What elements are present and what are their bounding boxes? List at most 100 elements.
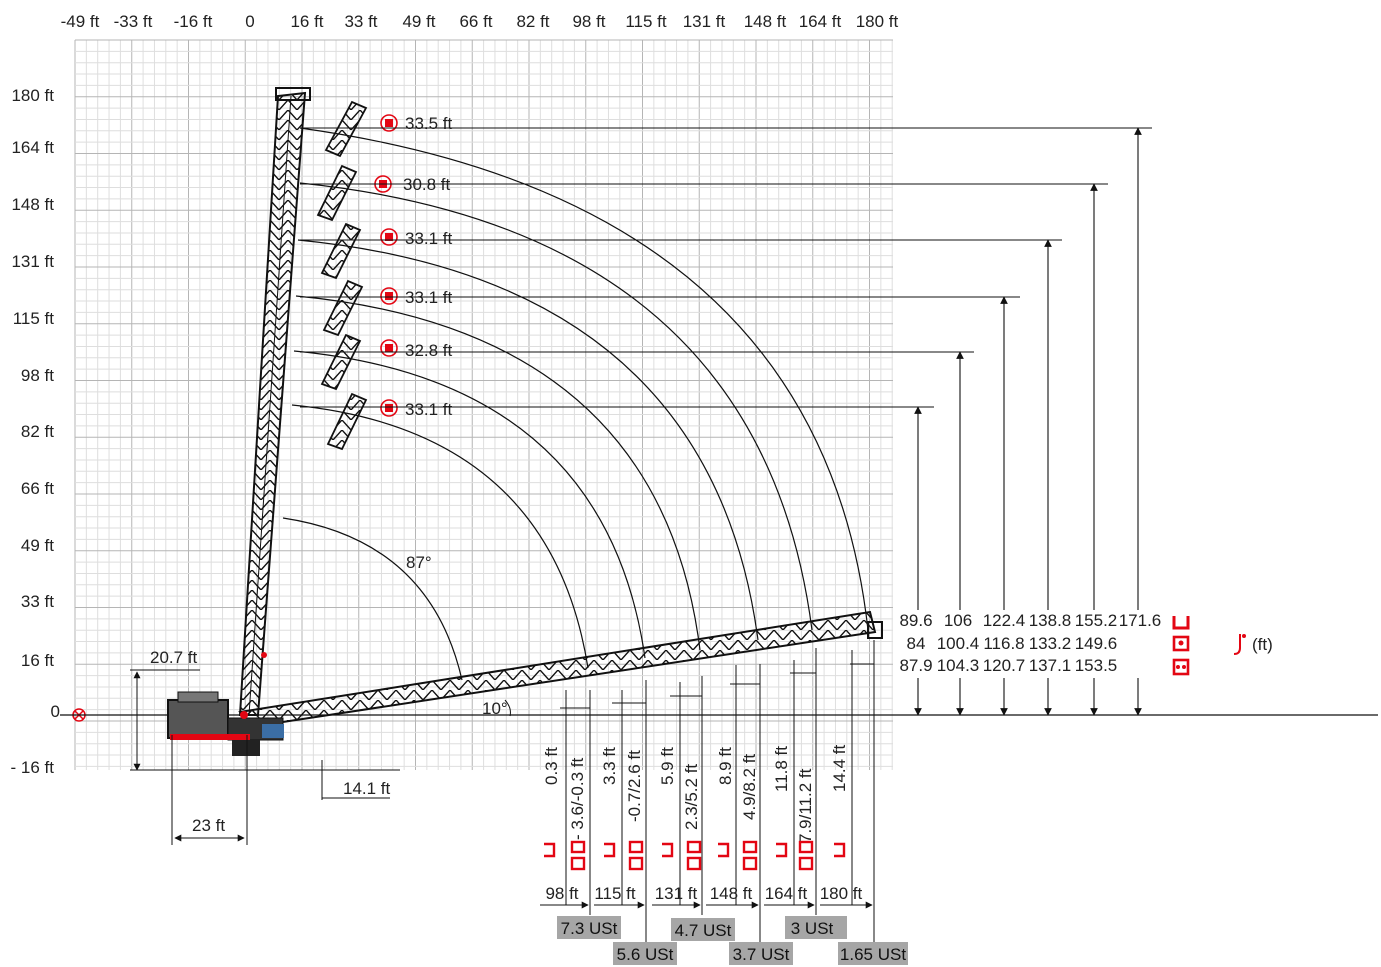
tail-radius-label: 23 ft <box>192 816 225 835</box>
svg-text:32.8 ft: 32.8 ft <box>405 341 453 360</box>
luffing-jib-icon <box>380 228 398 246</box>
hook-height-value: 122.4 <box>983 611 1026 630</box>
front-offset-label: 14.1 ft <box>343 779 391 798</box>
x-tick-label: 115 ft <box>625 12 667 31</box>
hook-height-value: 89.6 <box>899 611 932 630</box>
hook-type-3-icon <box>570 856 586 871</box>
x-tick-label: 16 ft <box>290 12 323 31</box>
y-tick-label: 180 ft <box>11 86 54 105</box>
load-badge: 7.3 USt <box>557 916 621 939</box>
arc-4 <box>295 295 701 651</box>
y-tick-label: - 16 ft <box>11 758 55 777</box>
luffing-angle: 87° <box>406 553 432 572</box>
height-arrows <box>914 127 1142 716</box>
x-tick-label: 131 ft <box>683 12 726 31</box>
y-tick-label: 98 ft <box>21 366 54 385</box>
svg-text:33.1 ft: 33.1 ft <box>405 400 453 419</box>
hook-type-1-icon <box>776 842 788 858</box>
hook-type-2-icon <box>1172 635 1190 652</box>
radius-value: 11.8 ft <box>772 746 791 792</box>
svg-text:33.1 ft: 33.1 ft <box>405 229 453 248</box>
hook-type-3-icon <box>798 856 814 871</box>
hook-height-value: 106 <box>944 611 972 630</box>
hook-type-3-icon <box>686 856 702 871</box>
arc-1 <box>299 127 869 631</box>
jib-5 <box>320 333 362 391</box>
load-badge: 3.7 USt <box>729 942 793 965</box>
jib-1 <box>324 100 368 158</box>
load-badge: 1.65 USt <box>838 942 908 965</box>
y-tick-label: 0 <box>51 702 60 721</box>
boom-length: 164 ft <box>765 884 808 903</box>
svg-text:5.6 USt: 5.6 USt <box>617 945 674 964</box>
hook-height-value: 137.1 <box>1029 656 1072 675</box>
boom-length: 98 ft <box>545 884 578 903</box>
x-tick-label: -16 ft <box>174 12 213 31</box>
radius-value: 8.9 ft <box>716 747 735 785</box>
crane-base <box>167 691 284 756</box>
hook-height-value: 120.7 <box>983 656 1026 675</box>
hook-height-value: 155.2 <box>1075 611 1118 630</box>
radius-value: 0.3 ft <box>542 747 561 785</box>
arc-3 <box>297 239 759 641</box>
boom-length: 115 ft <box>594 884 636 903</box>
hook-height-unit: (ft) <box>1252 635 1273 654</box>
svg-text:7.3 USt: 7.3 USt <box>561 919 618 938</box>
radius-value: 4.9/8.2 ft <box>740 754 759 820</box>
boom-length: 131 ft <box>655 884 698 903</box>
svg-text:1.65 USt: 1.65 USt <box>840 945 906 964</box>
y-tick-label: 33 ft <box>21 592 54 611</box>
load-badge: 4.7 USt <box>671 918 735 941</box>
x-tick-label: 148 ft <box>744 12 787 31</box>
arc-87 <box>282 517 463 681</box>
hook-height-value: 87.9 <box>899 656 932 675</box>
jib-4 <box>322 279 364 337</box>
x-tick-label: 82 ft <box>516 12 549 31</box>
hook-type-1-icon <box>834 842 846 858</box>
y-tick-label: 49 ft <box>21 536 54 555</box>
hook-height-value: 153.5 <box>1075 656 1118 675</box>
boom-length-labels: 98 ft 115 ft 131 ft 148 ft 164 ft 180 ft <box>545 884 862 903</box>
y-tick-label: 164 ft <box>11 138 54 157</box>
luffing-jib-icon <box>380 399 398 417</box>
y-tick-label: 148 ft <box>11 195 54 214</box>
height-leaders <box>300 127 1152 408</box>
jib-length-3: 33.1 ft <box>380 228 453 248</box>
x-tick-label: 0 <box>245 12 254 31</box>
hook-type-1-icon <box>1172 616 1190 630</box>
hook-type-2-icon <box>686 840 702 854</box>
jib-3 <box>320 222 362 280</box>
x-tick-label: 180 ft <box>856 12 899 31</box>
radius-hook-icons <box>544 840 846 871</box>
hook-height-table: 89.6 106 122.4 138.8 155.2 171.6 84 100.… <box>899 611 1273 676</box>
hook-height-value: 149.6 <box>1075 634 1118 653</box>
hook-type-1-icon <box>718 842 730 858</box>
radius-value: -0.7/2.6 ft <box>625 750 644 822</box>
x-tick-label: 49 ft <box>402 12 435 31</box>
svg-text:3.7 USt: 3.7 USt <box>733 945 790 964</box>
radius-value: 2.3/5.2 ft <box>682 764 701 830</box>
hook-height-value: 100.4 <box>937 634 980 653</box>
y-axis-labels: 180 ft 164 ft 148 ft 131 ft 115 ft 98 ft… <box>11 86 60 777</box>
hook-type-1-icon <box>604 842 616 858</box>
load-badges: 7.3 USt 5.6 USt 4.7 USt 3.7 USt 3 USt 1.… <box>557 916 908 965</box>
luffing-arcs <box>282 127 869 681</box>
arc-5 <box>293 350 646 659</box>
luffing-jib-icon <box>380 339 398 357</box>
x-tick-label: 33 ft <box>344 12 377 31</box>
x-tick-label: 66 ft <box>459 12 492 31</box>
jib-length-1: 33.5 ft <box>380 114 453 133</box>
radius-value: 14.4 ft <box>830 744 849 792</box>
svg-text:33.5 ft: 33.5 ft <box>405 114 453 133</box>
hook-type-2-icon <box>570 840 586 854</box>
jib-length-5: 32.8 ft <box>380 339 453 360</box>
luffing-jib-icon <box>380 287 398 305</box>
x-tick-label: 164 ft <box>799 12 842 31</box>
hook-height-value: 104.3 <box>937 656 980 675</box>
luffing-jib-icon <box>380 114 398 132</box>
radius-values: 0.3 ft - 3.6/-0.3 ft 3.3 ft -0.7/2.6 ft … <box>542 744 849 843</box>
grid <box>74 39 893 770</box>
x-tick-label: -49 ft <box>61 12 100 31</box>
boom-length: 180 ft <box>820 884 863 903</box>
